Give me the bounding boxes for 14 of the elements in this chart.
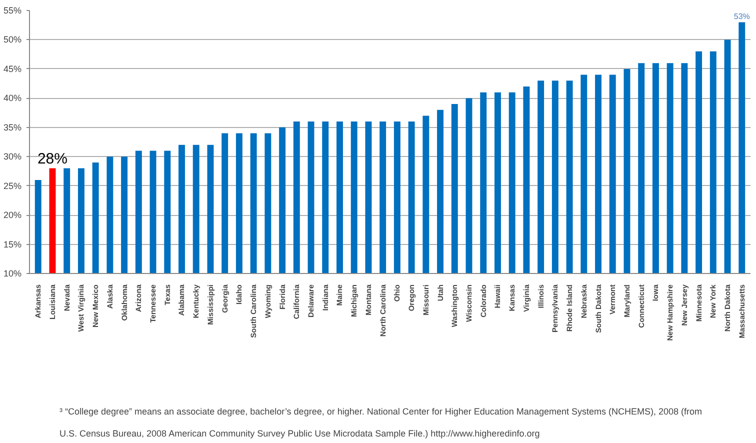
y-tick-label: 45% (3, 64, 22, 74)
y-tick-label: 50% (3, 34, 22, 45)
data-label: 28% (37, 150, 68, 168)
y-tick-label: 40% (3, 93, 22, 104)
data-label: 53% (734, 12, 750, 22)
y-tick-label: 55% (3, 6, 22, 16)
text: ³ “College degree” means an associate degree, bachelor’s degree, or higher. National Center for Higher Education Management Systems (NCHEMS), 2008 (from (60, 406, 702, 416)
y-tick-label: 15% (3, 239, 22, 250)
y-tick-label: 25% (3, 180, 22, 191)
y-tick-label: 35% (3, 122, 22, 132)
y-tick-label: 30% (3, 152, 22, 162)
y-tick-label: 20% (3, 210, 22, 220)
text: U.S. Census Bureau, 2008 American Community Survey Public Use Microdata Sample File.) http://www.higheredinfo.org (60, 428, 540, 438)
y-tick-label: 10% (3, 268, 22, 278)
